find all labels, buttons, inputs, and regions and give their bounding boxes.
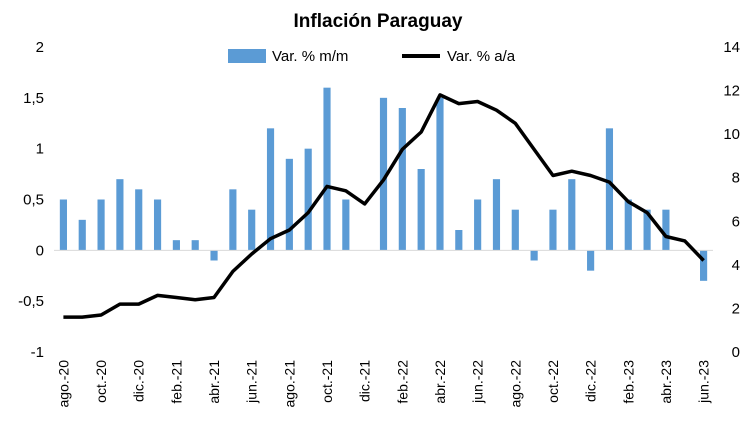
right-axis-tick-label: 2 [732,300,740,317]
right-axis-ticks: 0 2 4 6 8 10 12 14 [723,39,740,361]
bar [266,128,275,251]
right-axis-tick-label: 6 [732,213,740,230]
x-axis-tick-label: dic.-22 [583,360,599,402]
bar [455,230,463,251]
bar [379,97,388,251]
x-axis-tick-label: jun.-23 [696,360,712,404]
bar [323,87,331,251]
x-axis-tick-label: dic.-21 [357,360,373,402]
x-axis-tick-label: abr.-21 [206,360,222,404]
bar [549,209,557,251]
x-axis-ticks: ago.-20 oct.-20 dic.-20 feb.-21 abr.-21 jun.-… [55,360,711,408]
bar-series [59,87,708,281]
bar [643,209,651,251]
left-axis-tick-label: 0 [36,242,44,259]
right-axis-tick-label: 10 [723,126,740,143]
bar [587,250,595,271]
legend: Var. % m/m Var. % a/a [228,48,516,65]
line-series-path [63,93,705,319]
x-axis-tick-label: oct.-20 [93,360,109,403]
left-axis-ticks: -1 -0,5 0 0,5 1 1,5 2 [18,39,44,361]
right-axis-tick-label: 4 [732,257,740,274]
bar [436,97,444,251]
bar [172,240,180,251]
bar [304,148,312,251]
bar [530,250,538,261]
bar [398,108,406,251]
x-axis-tick-label: jun.-21 [244,360,260,404]
x-axis-tick-label: dic.-20 [131,360,147,402]
legend-swatch-bars [228,49,266,63]
bar [605,128,614,251]
left-axis-tick-label: -0,5 [18,293,44,310]
bar [492,179,501,251]
right-axis-tick-label: 8 [732,170,740,187]
right-axis-tick-label: 14 [723,39,740,56]
x-axis-tick-label: oct.-21 [319,360,335,403]
x-axis-tick-label: oct.-22 [545,360,561,403]
left-axis-tick-label: 2 [36,39,44,56]
x-axis-tick-label: abr.-22 [432,360,448,404]
legend-label-bars: Var. % m/m [272,48,348,65]
right-axis-tick-label: 0 [732,344,740,361]
left-axis-tick-label: 0,5 [23,192,44,209]
bar [97,199,105,251]
x-axis-tick-label: jun.-22 [470,360,486,404]
x-axis-tick-label: feb.-21 [168,360,184,404]
bar [210,250,218,261]
bar [78,219,86,251]
x-axis-tick-label: ago.-20 [55,360,71,408]
x-axis-tick-label: ago.-22 [507,360,523,408]
bar [700,250,708,281]
bar [662,209,670,251]
bar [568,179,576,251]
bar [116,179,124,251]
bar [229,189,237,251]
bar [285,158,293,251]
bar [59,199,67,251]
x-axis-tick-label: feb.-22 [394,360,410,404]
bar [511,209,519,251]
x-axis-tick-label: ago.-21 [281,360,297,408]
left-axis-tick-label: -1 [31,344,44,361]
chart-title: Inflación Paraguay [294,11,463,32]
bar [417,169,425,251]
legend-label-line: Var. % a/a [447,48,516,65]
bar [248,209,256,251]
bar [474,199,482,251]
left-axis-tick-label: 1 [36,141,44,158]
bar [624,199,632,251]
bar [153,199,162,251]
right-axis-tick-label: 12 [723,83,740,100]
x-axis-tick-label: abr.-23 [658,360,674,404]
bar [135,189,143,251]
bar [191,240,199,251]
x-axis-tick-label: feb.-23 [620,360,636,404]
left-axis-tick-label: 1,5 [23,90,44,107]
bar [342,199,350,251]
